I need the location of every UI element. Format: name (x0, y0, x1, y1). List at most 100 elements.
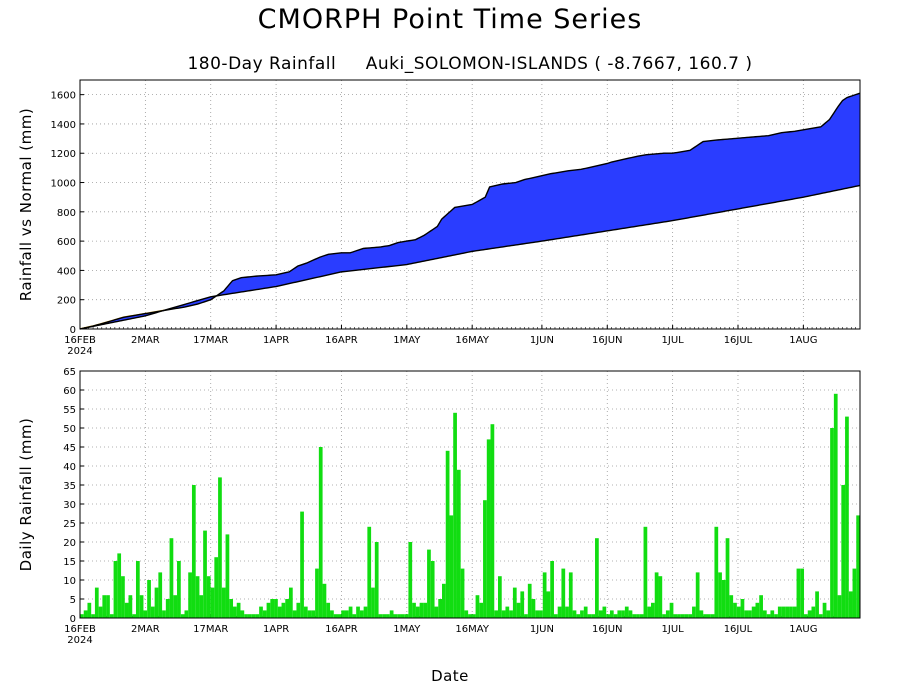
daily-bar (639, 614, 644, 618)
daily-bar (378, 614, 383, 618)
daily-bar (259, 606, 263, 618)
cumulative-surplus-area (80, 93, 860, 330)
daily-bar (438, 599, 443, 618)
daily-bar (180, 614, 185, 618)
daily-bar (714, 526, 719, 618)
daily-bar (423, 602, 428, 618)
daily-bar (565, 606, 569, 618)
daily-bar (658, 576, 663, 618)
daily-ytick-label: 30 (63, 500, 76, 511)
daily-bar (94, 587, 99, 618)
daily-bar (833, 393, 838, 618)
daily-bar (591, 614, 596, 618)
daily-bar (352, 614, 357, 618)
daily-bar (692, 606, 696, 618)
daily-bar (393, 614, 398, 618)
daily-year-label: 2024 (67, 635, 92, 646)
daily-bar (348, 606, 353, 618)
daily-bar (703, 614, 707, 618)
daily-ytick-label: 60 (63, 386, 76, 397)
daily-bar (807, 610, 812, 618)
daily-bar (721, 580, 726, 618)
daily-ytick-label: 40 (63, 462, 76, 473)
daily-bar (512, 587, 517, 618)
daily-bar (203, 530, 207, 618)
daily-bar (124, 602, 129, 618)
daily-bar (337, 614, 342, 618)
daily-ylabel: Daily Rainfall (mm) (17, 418, 35, 572)
daily-ytick-label: 5 (70, 595, 76, 606)
daily-ytick-label: 20 (63, 538, 76, 549)
daily-bar (509, 610, 513, 618)
daily-bar (669, 602, 674, 618)
daily-ytick-label: 55 (63, 405, 76, 416)
daily-bar (404, 614, 409, 618)
cum-ytick-label: 800 (57, 208, 76, 219)
daily-bar (494, 610, 498, 618)
daily-bar (453, 412, 457, 618)
daily-bar (568, 572, 573, 618)
daily-bar (815, 591, 819, 618)
cum-ytick-label: 1600 (51, 91, 76, 102)
daily-bar (695, 572, 700, 618)
daily-bar (699, 610, 704, 618)
cum-xtick-label: 1MAY (393, 335, 421, 346)
daily-bar (553, 614, 558, 618)
daily-bar (262, 610, 267, 618)
daily-bar (624, 606, 629, 618)
daily-ytick-label: 65 (63, 367, 76, 378)
cum-ytick-label: 600 (57, 237, 76, 248)
daily-bar (725, 538, 730, 618)
daily-bar (371, 587, 375, 618)
daily-bar (651, 602, 655, 618)
daily-bar (274, 599, 278, 618)
daily-ytick-label: 45 (63, 443, 76, 454)
cum-frame (79, 79, 861, 330)
daily-bar (80, 614, 84, 618)
chart-title: CMORPH Point Time Series (257, 4, 643, 35)
daily-bar (415, 606, 420, 618)
daily-bar (755, 602, 760, 618)
daily-bar (363, 606, 368, 618)
daily-bar (792, 606, 797, 618)
daily-ytick-label: 10 (63, 576, 76, 587)
daily-bar (251, 614, 256, 618)
daily-bar (572, 610, 577, 618)
daily-bar (244, 614, 248, 618)
daily-bar (255, 614, 260, 618)
daily-bar (206, 576, 211, 618)
daily-xtick-label: 16APR (325, 624, 358, 635)
daily-bar (143, 610, 148, 618)
daily-bar (848, 591, 853, 618)
daily-bar (621, 610, 625, 618)
daily-xtick-label: 1MAY (393, 624, 421, 635)
daily-bar (613, 614, 618, 618)
daily-bar (382, 614, 387, 618)
daily-bar (330, 610, 334, 618)
cum-xtick-label: 16APR (325, 335, 358, 346)
x-axis-label: Date (431, 667, 469, 685)
daily-bar (460, 568, 465, 618)
daily-bar (654, 572, 659, 618)
daily-bar (617, 610, 622, 618)
daily-bar (546, 591, 551, 618)
daily-bar (240, 610, 245, 618)
daily-xtick-label: 1APR (263, 624, 289, 635)
daily-bar (583, 606, 588, 618)
daily-bar (449, 515, 454, 618)
daily-bar (359, 610, 364, 618)
daily-bar (471, 614, 476, 618)
normal-line (79, 184, 861, 330)
daily-bar (184, 610, 189, 618)
daily-bar (561, 568, 566, 618)
daily-bar (595, 538, 599, 618)
cum-xtick-label: 16JUN (592, 335, 622, 346)
daily-bar (199, 595, 204, 618)
daily-bar (647, 606, 652, 618)
daily-bar (296, 602, 301, 618)
cum-xtick-label: 1JUN (530, 335, 554, 346)
daily-bar (796, 568, 801, 618)
cum-year-label: 2024 (67, 346, 92, 357)
daily-bar (341, 610, 345, 618)
daily-bar (188, 572, 192, 618)
